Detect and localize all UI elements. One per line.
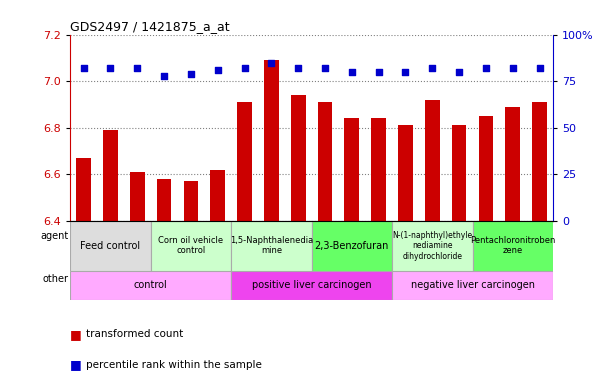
Point — [428, 65, 437, 71]
Bar — [151, 221, 231, 271]
Bar — [371, 118, 386, 221]
Bar — [264, 60, 279, 221]
Text: GDS2497 / 1421875_a_at: GDS2497 / 1421875_a_at — [70, 20, 230, 33]
Point — [106, 65, 115, 71]
Point — [347, 69, 357, 75]
Point — [266, 60, 276, 66]
Point — [535, 65, 544, 71]
Point — [320, 65, 330, 71]
Bar — [231, 221, 312, 271]
Bar — [318, 102, 332, 221]
Text: agent: agent — [41, 231, 69, 241]
Bar — [452, 126, 466, 221]
Text: ■: ■ — [70, 358, 86, 371]
Point — [401, 69, 411, 75]
Point — [481, 65, 491, 71]
Text: percentile rank within the sample: percentile rank within the sample — [86, 360, 262, 370]
Bar — [183, 181, 199, 221]
Text: 2,3-Benzofuran: 2,3-Benzofuran — [315, 241, 389, 251]
Text: positive liver carcinogen: positive liver carcinogen — [252, 280, 371, 290]
Bar — [478, 116, 493, 221]
Text: other: other — [43, 274, 69, 284]
Bar — [231, 271, 392, 300]
Bar — [291, 95, 306, 221]
Bar — [237, 102, 252, 221]
Point — [240, 65, 249, 71]
Text: negative liver carcinogen: negative liver carcinogen — [411, 280, 535, 290]
Bar — [472, 221, 553, 271]
Bar — [70, 271, 231, 300]
Point — [213, 67, 222, 73]
Bar — [312, 221, 392, 271]
Point — [186, 71, 196, 77]
Bar — [505, 107, 520, 221]
Bar — [130, 172, 145, 221]
Point — [79, 65, 89, 71]
Bar — [392, 221, 472, 271]
Point — [293, 65, 303, 71]
Text: Pentachloronitroben
zene: Pentachloronitroben zene — [470, 236, 555, 255]
Point — [454, 69, 464, 75]
Point — [374, 69, 384, 75]
Text: Corn oil vehicle
control: Corn oil vehicle control — [158, 236, 224, 255]
Point — [508, 65, 518, 71]
Bar — [345, 118, 359, 221]
Text: transformed count: transformed count — [86, 329, 183, 339]
Bar — [103, 130, 118, 221]
Text: 1,5-Naphthalenedia
mine: 1,5-Naphthalenedia mine — [230, 236, 313, 255]
Text: Feed control: Feed control — [81, 241, 141, 251]
Bar — [392, 271, 553, 300]
Bar — [425, 100, 440, 221]
Point — [159, 73, 169, 79]
Bar — [210, 170, 225, 221]
Bar — [532, 102, 547, 221]
Point — [133, 65, 142, 71]
Text: ■: ■ — [70, 328, 86, 341]
Bar — [76, 158, 91, 221]
Text: N-(1-naphthyl)ethyle
nediamine
dihydrochloride: N-(1-naphthyl)ethyle nediamine dihydroch… — [392, 231, 472, 261]
Bar — [157, 179, 172, 221]
Text: control: control — [134, 280, 167, 290]
Bar — [70, 221, 151, 271]
Bar — [398, 126, 413, 221]
